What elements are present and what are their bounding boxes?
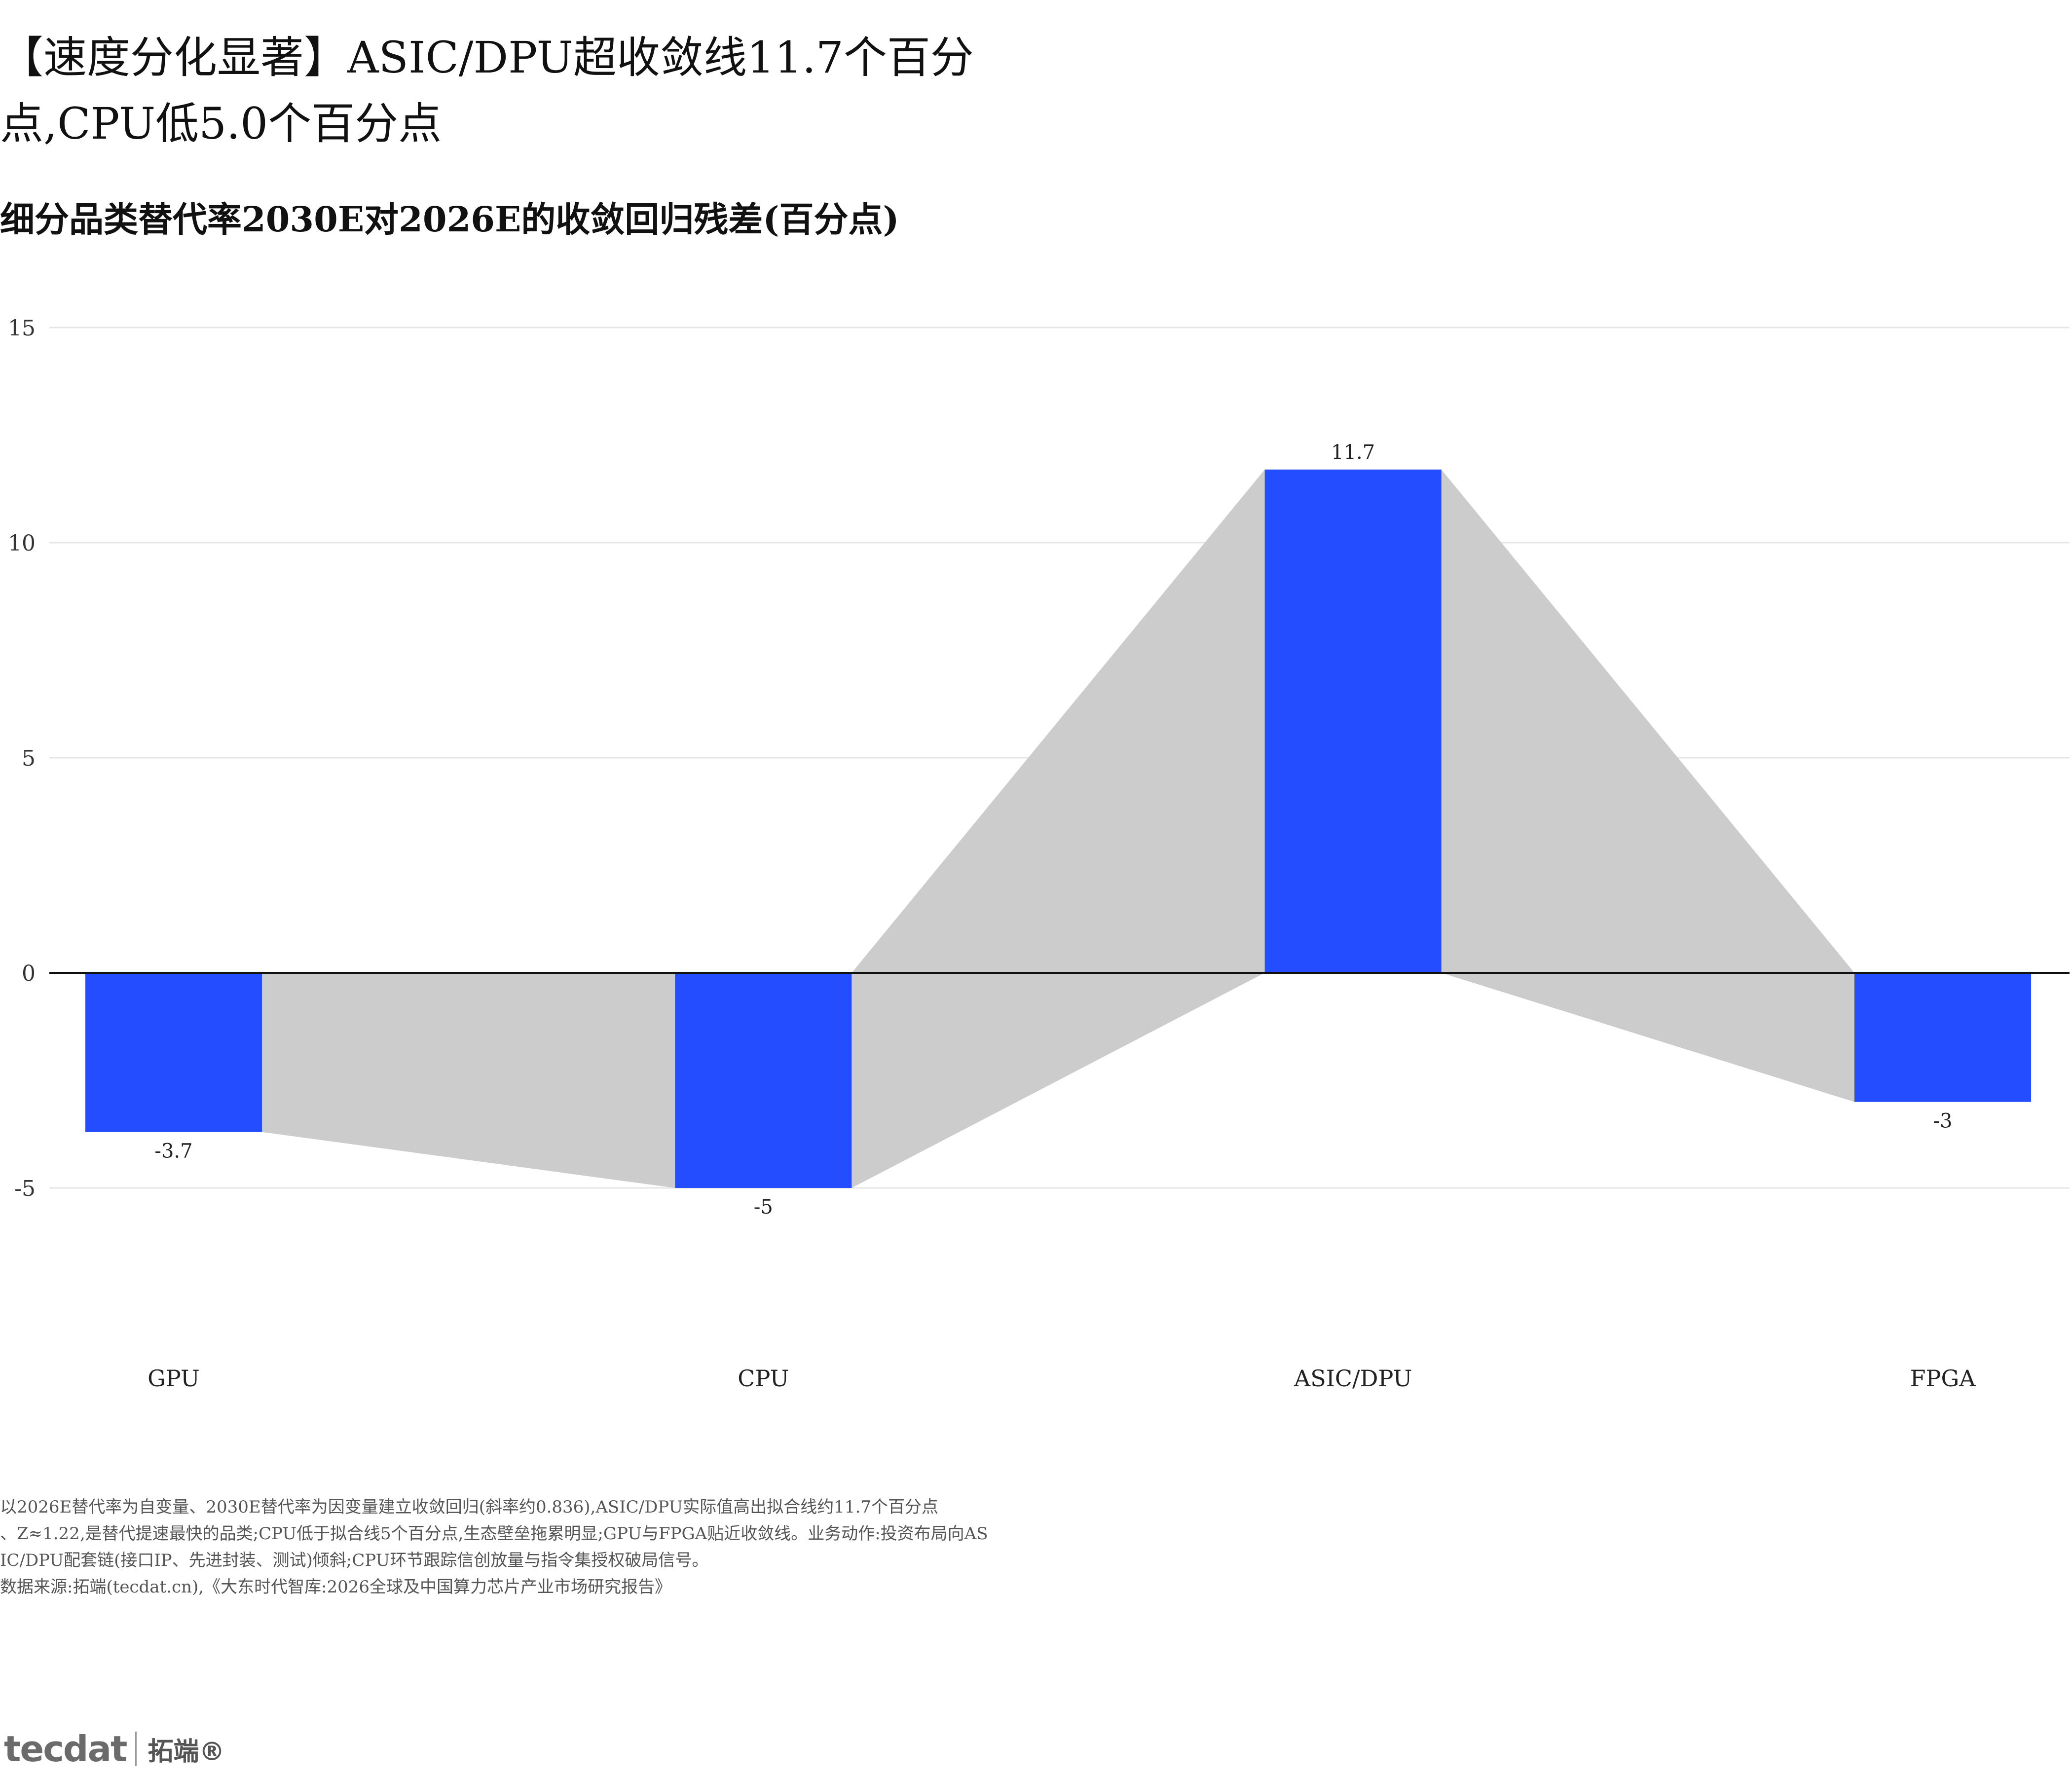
x-tick-label: GPU	[148, 1365, 200, 1392]
logo-wordmark: tecdat	[4, 1728, 127, 1770]
logo-chinese-name: 拓端®	[148, 1737, 225, 1767]
value-label: 11.7	[1331, 441, 1375, 464]
logo-divider	[135, 1732, 137, 1766]
bar	[1264, 469, 1442, 973]
footnote: 以2026E替代率为自变量、2030E替代率为因变量建立收敛回归(斜率约0.83…	[0, 1494, 1085, 1600]
x-tick-label: FPGA	[1910, 1365, 1976, 1392]
y-axis-ticks: -5 0 5 10 15	[8, 316, 36, 1201]
x-tick-label: ASIC/DPU	[1294, 1365, 1412, 1392]
bar-chart: -5 0 5 10 15 -3.7 -5 11.7 -3 GPU CPU ASIC/DPU FPGA	[8, 316, 2070, 1392]
footnote-line: IC/DPU配套链(接口IP、先进封装、测试)倾斜;CPU环节跟踪信创放量与指令…	[0, 1551, 709, 1570]
chart-subtitle: 细分品类替代率2030E对2026E的收敛回归残差(百分点)	[0, 199, 899, 240]
y-tick-label: 5	[22, 746, 36, 771]
value-labels: -3.7 -5 11.7 -3	[154, 441, 1952, 1219]
footnote-line: 、Z≈1.22,是替代提速最快的品类;CPU低于拟合线5个百分点,生态壁垒拖累明…	[0, 1524, 988, 1544]
bar	[1854, 973, 2031, 1102]
value-label: -3	[1933, 1110, 1953, 1133]
bar	[85, 973, 262, 1132]
y-tick-label: 0	[22, 961, 36, 986]
value-label: -5	[754, 1196, 773, 1219]
residual-area	[85, 469, 2031, 1188]
bar	[675, 973, 852, 1188]
x-axis-ticks: GPU CPU ASIC/DPU FPGA	[148, 1365, 1976, 1392]
footnote-source: 数据来源:拓端(tecdat.cn),《大东时代智库:2026全球及中国算力芯片…	[0, 1577, 672, 1597]
chart-title: 【速度分化显著】ASIC/DPU超收敛线11.7个百分点,CPU低5.0个百分点	[0, 32, 974, 149]
gridlines	[49, 327, 2070, 1189]
value-label: -3.7	[154, 1140, 192, 1163]
footnote-line: 以2026E替代率为自变量、2030E替代率为因变量建立收敛回归(斜率约0.83…	[0, 1497, 939, 1517]
residual-area-shape	[85, 469, 2031, 1188]
bars	[85, 469, 2031, 1188]
y-tick-label: -5	[14, 1176, 36, 1201]
tecdat-logo: tecdat 拓端®	[4, 1722, 225, 1776]
y-tick-label: 10	[8, 531, 36, 556]
y-tick-label: 15	[8, 316, 36, 341]
x-tick-label: CPU	[738, 1365, 789, 1392]
